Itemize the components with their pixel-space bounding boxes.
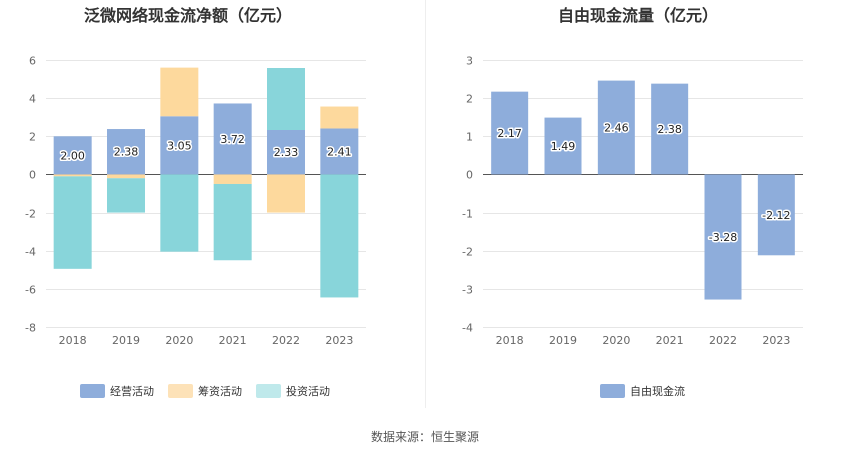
fcf-y-tick-label: 3 — [466, 55, 473, 68]
fcf-y-tick-label: -1 — [462, 208, 473, 221]
cashflow-bar-筹资活动-2022 — [267, 174, 305, 213]
fcf-bar-自由现金流-2020 — [597, 80, 635, 175]
cashflow-y-tick-label: 4 — [29, 93, 36, 106]
cashflow-bar-经营活动-2022 — [267, 129, 305, 175]
fcf-x-tick-label: 2021 — [656, 334, 684, 347]
cashflow-legend-swatch — [80, 384, 105, 398]
cashflow-x-tick-label: 2018 — [59, 334, 87, 347]
cashflow-y-tick-label: 0 — [29, 169, 36, 182]
fcf-y-tick-label: -4 — [462, 322, 473, 335]
cashflow-bar-筹资活动-2020 — [160, 67, 199, 117]
fcf-value-label: -2.12 — [762, 209, 790, 222]
fcf-value-label: 2.38 — [657, 123, 682, 136]
cashflow-y-tick-label: -8 — [25, 322, 36, 335]
cashflow-bar-经营活动-2023 — [320, 128, 359, 175]
fcf-y-tick-label: 0 — [466, 169, 473, 182]
fcf-bar-自由现金流-2018 — [491, 91, 529, 175]
cashflow-value-label: 2.38 — [114, 146, 139, 159]
fcf-x-tick-label: 2023 — [762, 334, 790, 347]
cashflow-value-label: 2.33 — [274, 146, 299, 159]
cashflow-y-tick-label: -6 — [25, 284, 36, 297]
cashflow-bar-投资活动-2018 — [53, 176, 92, 269]
cashflow-bar-经营活动-2020 — [160, 116, 199, 175]
fcf-bar-自由现金流-2023 — [757, 174, 795, 256]
cashflow-x-tick-label: 2021 — [219, 334, 247, 347]
cashflow-y-tick-label: -2 — [25, 208, 36, 221]
fcf-value-label: 2.46 — [604, 122, 629, 135]
fcf-x-tick-label: 2019 — [549, 334, 577, 347]
cashflow-bar-经营活动-2021 — [213, 103, 252, 175]
fcf-bar-自由现金流-2022 — [704, 174, 742, 300]
fcf-x-tick-label: 2022 — [709, 334, 737, 347]
cashflow-bar-筹资活动-2021 — [213, 174, 252, 184]
cashflow-bar-投资活动-2019 — [107, 178, 145, 213]
cashflow-legend-label: 筹资活动 — [198, 384, 242, 398]
data-source-note: 数据来源：恒生聚源 — [370, 430, 479, 444]
fcf-title: 自由现金流量（亿元） — [558, 6, 718, 25]
cashflow-bar-投资活动-2023 — [320, 174, 359, 298]
cashflow-bar-经营活动-2018 — [53, 136, 92, 175]
fcf-legend-label: 自由现金流 — [630, 384, 685, 398]
fcf-bar-自由现金流-2021 — [651, 83, 689, 175]
cashflow-value-label: 2.00 — [60, 149, 85, 162]
cashflow-y-tick-label: 6 — [29, 55, 36, 68]
fcf-y-tick-label: -2 — [462, 246, 473, 259]
cashflow-value-label: 3.05 — [167, 139, 192, 152]
cashflow-x-tick-label: 2020 — [165, 334, 193, 347]
fcf-value-label: 2.17 — [497, 127, 522, 140]
cashflow-y-tick-label: -4 — [25, 246, 36, 259]
cashflow-bar-经营活动-2019 — [107, 129, 145, 175]
cashflow-y-tick-label: 2 — [29, 131, 36, 144]
cashflow-bar-筹资活动-2023 — [320, 106, 359, 129]
cashflow-legend-label: 投资活动 — [286, 384, 330, 398]
cashflow-value-label: 2.41 — [327, 145, 352, 158]
cashflow-bar-投资活动-2022 — [267, 68, 305, 130]
fcf-bar-自由现金流-2019 — [544, 117, 582, 175]
fcf-value-label: 1.49 — [551, 140, 576, 153]
cashflow-bar-筹资活动-2018 — [53, 174, 92, 177]
fcf-legend-swatch — [600, 384, 625, 398]
cashflow-legend-swatch — [168, 384, 193, 398]
fcf-chart: 自由现金流量（亿元） 3 2 1 0 -1 -2 -3 -4 2018 2019 2020 2021 20… — [462, 6, 803, 398]
cashflow-legend-swatch — [256, 384, 281, 398]
fcf-y-tick-label: 2 — [466, 93, 473, 106]
cashflow-value-label: 3.72 — [220, 133, 245, 146]
cashflow-x-tick-label: 2023 — [325, 334, 353, 347]
cashflow-bar-筹资活动-2019 — [107, 174, 145, 179]
cashflow-chart: 泛微网络现金流净额（亿元） 6 4 2 0 -2 -4 -6 -8 2018 2019 2020 202… — [25, 6, 366, 398]
fcf-value-label: -3.28 — [709, 231, 737, 244]
cashflow-legend-label: 经营活动 — [110, 384, 154, 398]
fcf-x-tick-label: 2020 — [602, 334, 630, 347]
cashflow-bar-投资活动-2021 — [213, 183, 252, 261]
cashflow-x-tick-label: 2022 — [272, 334, 300, 347]
cashflow-title: 泛微网络现金流净额（亿元） — [84, 6, 292, 25]
fcf-y-tick-label: 1 — [466, 131, 473, 144]
fcf-y-tick-label: -3 — [462, 284, 473, 297]
cashflow-x-tick-label: 2019 — [112, 334, 140, 347]
fcf-x-tick-label: 2018 — [496, 334, 524, 347]
cashflow-bar-投资活动-2020 — [160, 174, 199, 252]
